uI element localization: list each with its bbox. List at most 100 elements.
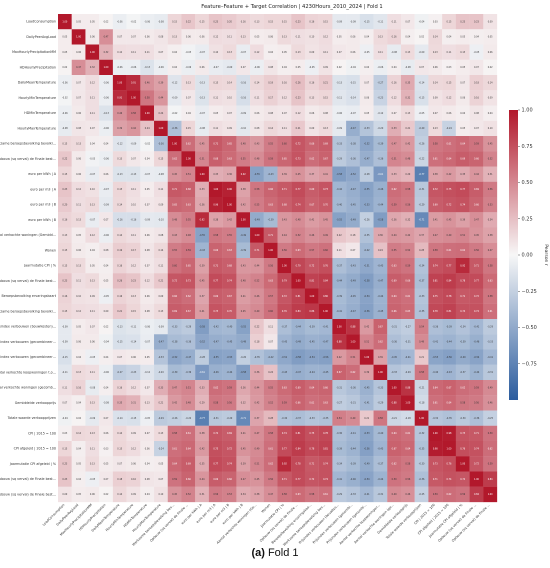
cell-value-label: 0.62 [460,386,465,389]
heatmap-cell [263,197,278,213]
cell-value-label: 0.23 [131,280,136,283]
heatmap-cell [428,319,443,335]
heatmap-cell [58,410,72,426]
cell-value-label: -0.16 [131,219,137,222]
cell-value-label: 0.74 [323,478,328,481]
cell-value-label: 0.73 [296,158,301,161]
heatmap-cell [304,456,319,472]
heatmap-cell [359,29,374,45]
cell-value-label: -0.07 [89,173,95,176]
heatmap-cell [455,349,470,365]
cell-value-label: -0.54 [364,478,370,481]
heatmap-cell [250,166,264,182]
cell-value-label: 0.04 [76,356,81,359]
cell-value-label: 0.11 [268,325,273,328]
cell-value-label: 0.12 [90,234,95,237]
cell-value-label: 0.44 [254,386,259,389]
heatmap-cell [99,456,114,472]
cell-value-label: 0.69 [186,463,191,466]
heatmap-cell [112,29,127,45]
heatmap-cell [387,364,402,381]
heatmap-cell [154,242,168,259]
heatmap-cell [483,456,498,472]
cell-value-label: 0.58 [378,417,383,420]
cell-value-label: -0.71 [240,417,246,420]
heatmap-cell [58,486,72,503]
heatmap-cell [359,197,374,213]
cell-value-label: 0.08 [158,36,163,39]
heatmap-cell [140,441,155,457]
heatmap-cell [483,90,498,106]
cell-value-label: -0.20 [378,127,384,130]
cell-value-label: -0.47 [323,341,329,344]
cell-value-label: 0.81 [296,432,301,435]
heatmap-cell [373,258,388,274]
cell-value-label: 0.23 [296,20,301,23]
cell-value-label: -0.03 [185,51,191,54]
heatmap-cell [126,471,141,487]
heatmap-cell [58,380,72,396]
heatmap-cell [277,120,292,137]
cell-value-label: 0.72 [309,478,314,481]
heatmap-cell [71,319,86,335]
heatmap-cell [140,75,155,91]
heatmap-cell [167,14,182,30]
cell-value-label: 0.58 [405,188,410,191]
cell-value-label: 0.05 [76,234,81,237]
row-label: Totale waarde verkoopprijzen [7,416,56,420]
cell-value-label: -0.39 [240,249,246,252]
heatmap-cell [469,303,484,320]
cell-value-label: -0.18 [419,402,425,405]
heatmap-cell [400,29,415,45]
cell-value-label: 0.37 [254,417,259,420]
cell-value-label: 0.24 [378,249,383,252]
heatmap-cell [442,288,456,304]
heatmap-cell [442,303,456,320]
heatmap-cell [428,410,443,426]
heatmap-cell [263,319,278,335]
cell-value-label: -0.12 [172,81,178,84]
heatmap-cell [304,242,319,259]
heatmap-cell [250,410,264,426]
cell-value-label: 0.23 [62,188,67,191]
heatmap-cell [304,288,319,304]
cell-value-label: -0.11 [378,20,384,23]
cell-value-label: 0.07 [90,127,95,130]
heatmap-cell [387,471,402,487]
cell-value-label: -0.36 [432,325,438,328]
heatmap-cell [400,242,415,259]
heatmap-cell [167,166,182,182]
heatmap-cell [140,303,155,320]
heatmap-cell [304,380,319,396]
cell-value-label: 0.75 [213,447,218,450]
cell-value-label: -0.36 [158,142,164,145]
heatmap-cell [373,303,388,320]
cell-value-label: -0.09 [336,127,342,130]
cell-value-label: 0.04 [90,249,95,252]
cell-value-label: 0.08 [145,249,150,252]
heatmap-cell [346,410,360,426]
heatmap-cell [140,471,155,487]
heatmap-cell [99,181,114,198]
cell-value-label: 0.35 [405,81,410,84]
cell-value-label: 0.06 [145,447,150,450]
heatmap-cell [359,166,374,182]
heatmap-cell [291,14,306,30]
heatmap-cell [318,334,333,350]
cell-value-label: 0.08 [268,66,273,69]
cell-value-label: 0.13 [76,264,81,267]
heatmap-cell [359,273,374,289]
heatmap-cell [250,14,264,30]
cell-value-label: 0.72 [296,142,301,145]
heatmap-cell [250,471,264,487]
cell-value-label: 0.07 [145,264,150,267]
heatmap-cell [359,14,374,30]
heatmap-cell [181,319,196,335]
heatmap-cell [346,197,360,213]
heatmap-cell [428,441,443,457]
cell-value-label: -0.47 [350,310,356,313]
heatmap-cell [222,288,237,304]
heatmap-cell [140,410,155,426]
heatmap-cell [332,136,347,152]
